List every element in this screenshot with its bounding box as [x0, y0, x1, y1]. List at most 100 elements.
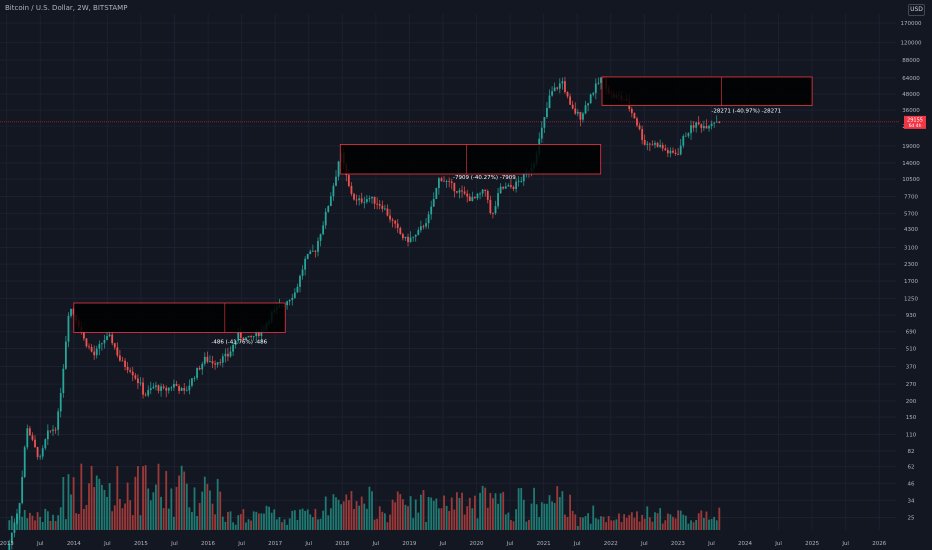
candle-body — [26, 428, 29, 448]
volume-bar — [70, 494, 72, 530]
candle-body — [371, 196, 373, 199]
candle-body — [474, 197, 476, 199]
volume-bar — [306, 509, 309, 530]
candle-body — [237, 331, 240, 342]
volume-bar — [28, 512, 31, 530]
time-tick-label: Jul — [841, 541, 849, 547]
volume-bar — [52, 514, 54, 530]
candle-body — [255, 331, 258, 337]
volume-bar — [242, 509, 245, 530]
price-tick-label: 46 — [908, 481, 915, 487]
candle-body — [373, 196, 376, 204]
candle-body — [389, 215, 391, 220]
volume-bar — [615, 519, 618, 530]
volume-bar — [533, 487, 535, 530]
candle-body — [329, 196, 332, 207]
volume-bar — [528, 519, 530, 530]
volume-bar — [255, 511, 258, 530]
volume-bar — [438, 508, 440, 530]
candle-body — [597, 82, 600, 84]
volume-bars — [8, 463, 721, 530]
candle-body — [548, 95, 551, 108]
candle-body — [173, 383, 175, 388]
volume-bar — [561, 491, 564, 530]
price-tick-label: 270 — [906, 382, 917, 388]
volume-bar — [641, 514, 644, 530]
volume-bar — [198, 502, 201, 530]
volume-bar — [183, 471, 186, 530]
volume-bar — [656, 513, 659, 530]
volume-bar — [67, 474, 70, 530]
volume-bar — [453, 509, 456, 530]
candle-body — [584, 105, 587, 114]
drawdown-boxes[interactable]: -486 (-41.76%) -486 -7909 (-40.27%) -7909… — [73, 76, 813, 345]
time-tick-label: 2013 — [0, 541, 14, 547]
volume-bar — [237, 515, 240, 530]
currency-button[interactable]: USD — [908, 4, 925, 16]
candle-body — [232, 344, 234, 352]
volume-bar — [157, 463, 160, 530]
volume-bar — [492, 498, 494, 530]
time-axis[interactable]: 2013 Jul 2014 Jul 2015 Jul 2016 Jul 2017 Jul 2018 J… — [0, 541, 887, 547]
volume-bar — [252, 511, 255, 530]
volume-bar — [173, 516, 175, 530]
candle-body — [386, 208, 389, 216]
price-tick-label: 7700 — [904, 194, 918, 200]
volume-bar — [98, 478, 101, 530]
candle-body — [188, 385, 191, 391]
volume-bar — [355, 501, 358, 530]
time-tick-label: Jul — [439, 541, 447, 547]
candle-body — [456, 191, 458, 193]
volume-bar — [512, 521, 515, 530]
volume-bar — [345, 494, 348, 530]
candle-body — [185, 390, 188, 392]
candle-body — [229, 351, 232, 357]
candle-body — [504, 186, 507, 189]
volume-bar — [288, 518, 291, 530]
current-price-badge — [904, 115, 926, 129]
candle-body — [304, 258, 307, 270]
candle-body — [31, 435, 34, 440]
volume-bar — [137, 466, 139, 530]
volume-bar — [329, 508, 332, 530]
candle-body — [85, 338, 88, 347]
candle-body — [718, 121, 721, 123]
volume-bar — [690, 520, 692, 530]
volume-bar — [335, 497, 337, 530]
candle-body — [365, 199, 368, 203]
candle-body — [41, 448, 44, 457]
volume-bar — [93, 487, 96, 530]
volume-bar — [481, 485, 484, 530]
candle-body — [697, 122, 700, 125]
volume-bar — [587, 513, 590, 530]
price-tick-label: 62 — [908, 465, 915, 471]
volume-bar — [648, 517, 651, 530]
candle-body — [332, 185, 335, 197]
volume-bar — [250, 520, 253, 530]
candle-body — [52, 429, 54, 431]
volume-bar — [376, 518, 379, 530]
volume-bar — [126, 482, 129, 530]
drawdown-label-3: -28271 (-40.97%) -28271 — [711, 108, 781, 114]
candle-body — [687, 133, 690, 136]
volume-bar — [62, 476, 65, 530]
volume-bar — [281, 522, 283, 530]
candle-body — [515, 181, 517, 190]
drawdown-label-2: -7909 (-40.27%) -7909 — [453, 175, 516, 181]
time-tick-label: 2023 — [671, 541, 685, 547]
volume-bar — [389, 514, 391, 530]
volume-bar — [682, 514, 685, 530]
candle-body — [350, 185, 353, 194]
volume-bar — [301, 508, 304, 530]
volume-bar — [510, 520, 512, 530]
candle-body — [36, 447, 39, 457]
candle-body — [651, 144, 654, 146]
price-axis[interactable]: 1700001200008800064000480003600027000190… — [901, 21, 922, 521]
candle-body — [175, 383, 178, 387]
current-price-label: 29155 — [907, 117, 923, 123]
candle-body — [710, 123, 713, 127]
price-tick-label: 150 — [906, 415, 917, 421]
volume-bar — [458, 497, 461, 530]
volume-bar — [21, 516, 24, 530]
